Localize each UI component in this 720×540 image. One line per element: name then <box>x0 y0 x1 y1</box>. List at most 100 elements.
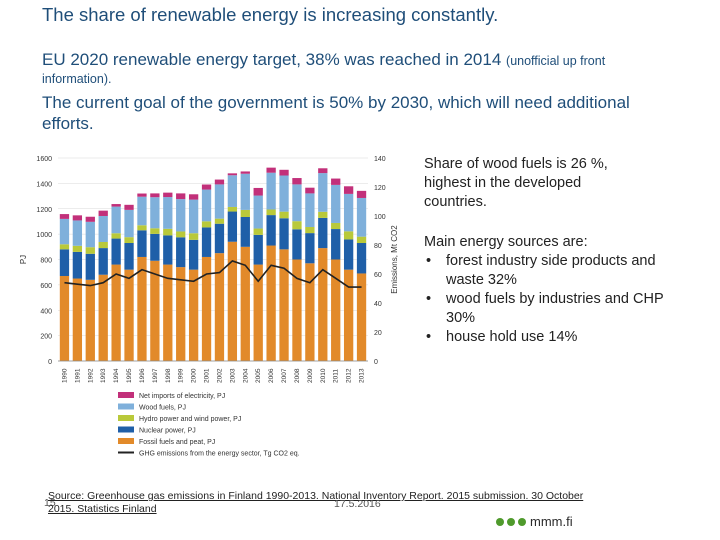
bar-segment <box>98 210 108 216</box>
bar-segment <box>253 187 263 196</box>
bar-segment <box>98 241 108 249</box>
bar-segment <box>318 173 328 212</box>
x-tick-label: 1997 <box>152 368 159 383</box>
legend-swatch <box>118 438 134 444</box>
main-sources-title: Main energy sources are: <box>424 234 588 250</box>
bar-segment <box>163 228 173 236</box>
bar-segment <box>85 253 95 280</box>
y-left-axis-label: PJ <box>19 255 28 264</box>
bar-segment <box>150 197 160 229</box>
bar-segment <box>253 195 263 229</box>
bar-segment <box>266 209 276 216</box>
x-tick-label: 1991 <box>74 368 81 383</box>
bar-segment <box>343 193 354 232</box>
bar-segment <box>318 211 328 218</box>
bar-segment <box>227 211 238 242</box>
x-tick-label: 2008 <box>294 368 301 383</box>
bar-segment <box>188 269 199 361</box>
x-tick-label: 2003 <box>229 368 236 383</box>
legend-label: Nuclear power, PJ <box>139 428 196 435</box>
x-tick-label: 2013 <box>359 368 366 383</box>
x-tick-label: 1999 <box>178 368 185 383</box>
bar-segment <box>331 222 341 230</box>
bar-segment <box>266 215 276 246</box>
bar-segment <box>85 216 95 222</box>
bar-segment <box>137 196 147 226</box>
bar-segment <box>356 273 367 361</box>
x-tick-label: 2010 <box>320 368 327 383</box>
bar-segment <box>331 259 341 361</box>
legend-label: Net imports of electricity, PJ <box>139 393 225 400</box>
bar-segment <box>150 228 160 234</box>
bar-segment <box>72 215 83 221</box>
bar-segment <box>318 217 328 249</box>
bar-segment <box>137 225 147 231</box>
bar-segment <box>111 264 121 361</box>
y-right-tick-label: 120 <box>374 185 386 192</box>
bar-segment <box>176 267 186 361</box>
bar-segment <box>240 246 250 361</box>
bar-segment <box>111 204 121 207</box>
page-number: 15 <box>44 497 56 509</box>
mmm-logo: mmm.fi <box>496 514 573 529</box>
bar-segment <box>292 184 302 222</box>
source-link[interactable]: Source: Greenhouse gas emissions in Finl… <box>48 490 584 515</box>
x-tick-label: 2011 <box>333 369 340 383</box>
y-left-tick-label: 400 <box>40 308 52 315</box>
bar-segment <box>331 178 341 185</box>
bar-segment <box>240 209 250 217</box>
bar-segment <box>318 248 328 361</box>
x-tick-label: 1996 <box>139 368 146 383</box>
bar-segment <box>163 192 173 198</box>
y-left-tick-label: 1400 <box>36 181 52 188</box>
bar-segment <box>227 175 238 207</box>
bar-segment <box>266 245 276 361</box>
bar-segment <box>279 169 289 176</box>
bar-segment <box>240 216 250 247</box>
bar-segment <box>150 193 160 198</box>
bar-segment <box>343 186 354 194</box>
bar-segment <box>124 243 134 270</box>
bar-segment <box>279 175 289 212</box>
bar-segment <box>279 211 289 219</box>
bar-segment <box>305 187 315 194</box>
bar-segment <box>227 206 238 212</box>
bar-segment <box>356 236 367 244</box>
bar-segment <box>98 248 108 275</box>
eu-target-main: EU 2020 renewable energy target, 38% was… <box>42 50 507 69</box>
bar-segment <box>188 233 199 240</box>
eu-target-note-cont: information). <box>42 72 112 86</box>
x-tick-label: 1990 <box>61 368 68 383</box>
bar-segment <box>59 275 70 361</box>
y-right-tick-label: 40 <box>374 301 382 308</box>
bar-segment <box>318 168 328 174</box>
y-right-tick-label: 60 <box>374 272 382 279</box>
bar-segment <box>176 199 186 232</box>
bar-segment <box>356 197 367 237</box>
bar-segment <box>176 231 186 238</box>
bar-segment <box>253 228 263 235</box>
legend-swatch <box>118 415 134 421</box>
bar-segment <box>201 184 212 190</box>
bar-segment <box>266 172 276 210</box>
bar-segment <box>227 241 238 361</box>
bar-segment <box>201 227 212 257</box>
bar-segment <box>137 256 147 361</box>
y-left-tick-label: 1600 <box>36 156 52 163</box>
bar-segment <box>305 233 315 264</box>
x-tick-label: 1994 <box>113 368 120 383</box>
bar-segment <box>305 227 315 234</box>
bar-segment <box>201 189 212 222</box>
energy-chart: 0 200 400 600 800 1000 1200 1400 1600 0 20 40 60 80 10… <box>19 156 399 458</box>
bar-segment <box>305 193 315 228</box>
bar-segment <box>150 233 160 261</box>
y-right-tick-label: 80 <box>374 243 382 250</box>
bar-segment <box>72 220 83 246</box>
bar-segment <box>176 237 186 268</box>
x-tick-label: 2007 <box>281 368 288 383</box>
x-tick-label: 2009 <box>307 368 314 383</box>
eu-target-line: EU 2020 renewable energy target, 38% was… <box>42 50 605 70</box>
x-tick-label: 1998 <box>165 368 172 383</box>
bar-segment <box>292 259 302 361</box>
bar-segment <box>214 223 225 254</box>
